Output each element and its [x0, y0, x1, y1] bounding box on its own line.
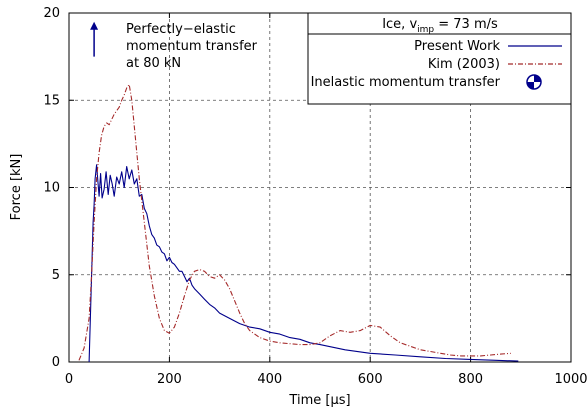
axis-ticks: 0 200 400 600 800 1000 0 5 10 15 20 — [43, 6, 587, 387]
legend-label-inelastic: Inelastic momentum transfer — [311, 75, 501, 90]
grid — [69, 13, 571, 362]
legend-label-present: Present Work — [414, 39, 500, 54]
legend: Ice, vimp = 73 m/s Present Work Kim (200… — [307, 12, 572, 105]
legend-title: Ice, vimp = 73 m/s — [382, 17, 498, 35]
x-tick-label: 200 — [157, 372, 182, 387]
legend-title-rest: = 73 m/s — [434, 17, 498, 32]
legend-label-kim: Kim (2003) — [428, 57, 500, 72]
x-tick-label: 0 — [65, 372, 73, 387]
y-tick-label: 20 — [43, 6, 60, 21]
annotation-arrowhead — [90, 21, 99, 30]
y-axis-label: Force [kN] — [9, 154, 24, 221]
series-group — [78, 83, 519, 363]
series-line-kim-2003 — [78, 83, 511, 361]
annotation-line-1: Perfectly−elastic — [126, 22, 236, 37]
x-tick-label: 400 — [257, 372, 282, 387]
y-tick-label: 5 — [52, 268, 60, 283]
y-tick-label: 15 — [43, 93, 60, 108]
y-tick-label: 0 — [52, 355, 60, 370]
x-tick-label: 800 — [458, 372, 483, 387]
y-tick-label: 10 — [43, 181, 60, 196]
x-tick-label: 600 — [358, 372, 383, 387]
inelastic-marker-icon — [526, 74, 542, 90]
legend-box — [307, 12, 572, 105]
x-axis-label: Time [μs] — [288, 393, 350, 408]
annotation-line-2: momentum transfer — [126, 39, 258, 54]
elastic-annotation: Perfectly−elastic momentum transfer at 8… — [90, 21, 258, 71]
legend-title-main: Ice, v — [382, 17, 417, 32]
annotation-line-3: at 80 kN — [126, 56, 181, 71]
legend-title-sub: imp — [417, 25, 434, 35]
x-tick-label: 1000 — [554, 372, 587, 387]
series-line-present-work — [88, 164, 519, 363]
